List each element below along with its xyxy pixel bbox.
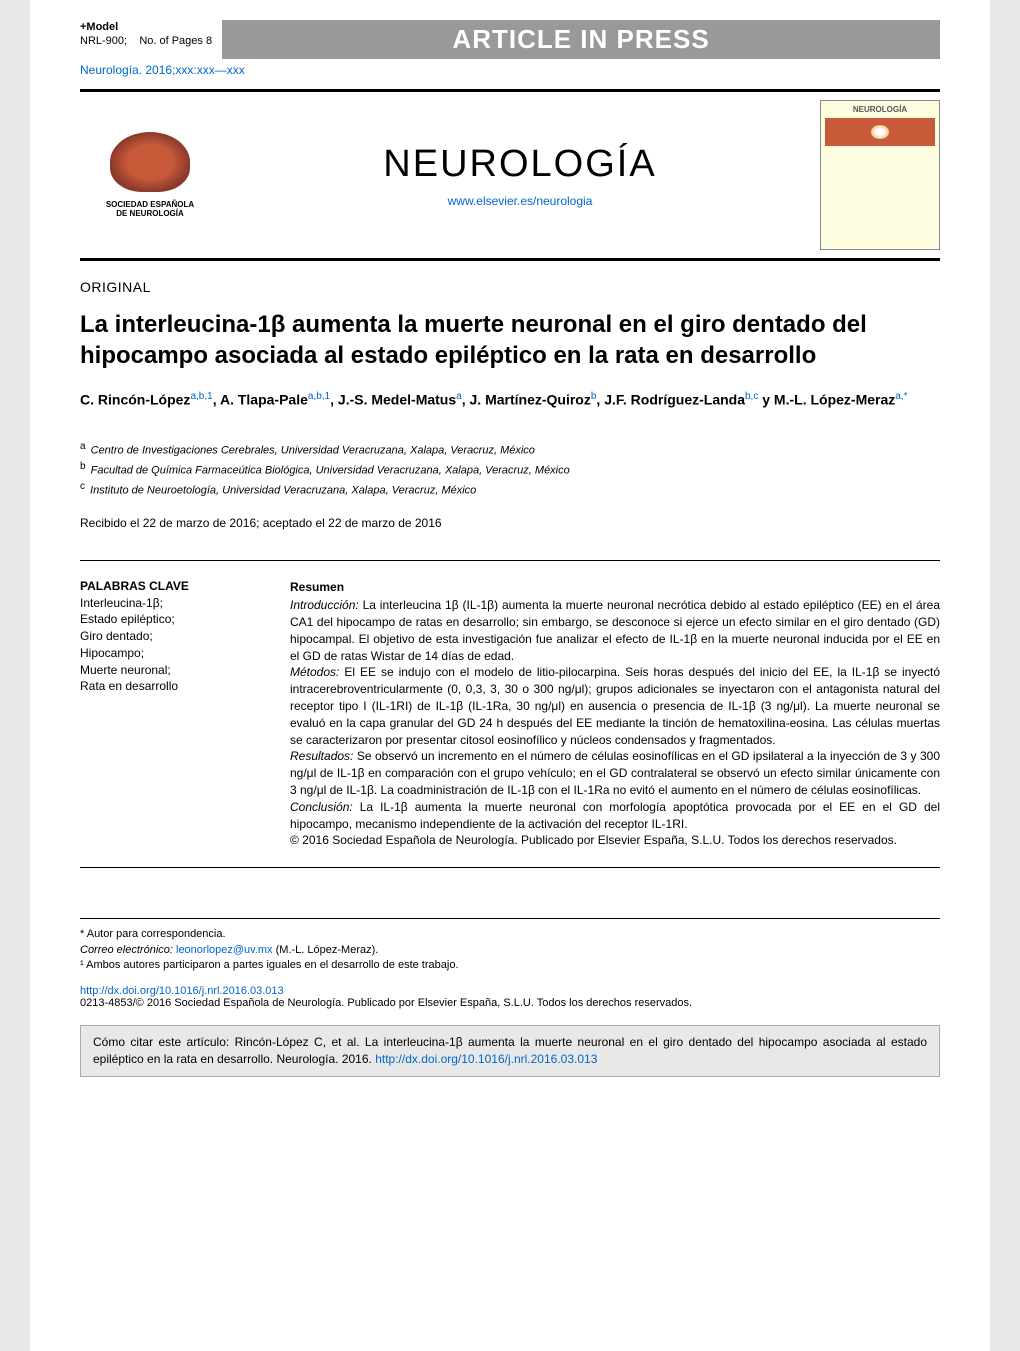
author-sup: a,b,1 [308, 391, 330, 402]
keyword-item: Estado epiléptico; [80, 611, 260, 628]
abstract-copyright: © 2016 Sociedad Española de Neurología. … [290, 832, 940, 849]
cover-title: NEUROLOGÍA [825, 105, 935, 114]
top-header: +Model NRL-900; No. of Pages 8 ARTICLE I… [80, 20, 940, 59]
keywords-block: PALABRAS CLAVE Interleucina-1β;Estado ep… [80, 579, 260, 850]
keyword-item: Muerte neuronal; [80, 662, 260, 679]
methods-text: El EE se indujo con el modelo de litio-p… [290, 665, 940, 746]
email-label: Correo electrónico: [80, 944, 173, 956]
cover-brain-icon [871, 125, 889, 139]
email-address[interactable]: leonorlopez@uv.mx [176, 944, 273, 956]
journal-title-block: NEUROLOGÍA www.elsevier.es/neurologia [250, 143, 790, 208]
copyright-bottom: 0213-4853/© 2016 Sociedad Española de Ne… [80, 997, 940, 1009]
article-title: La interleucina-1β aumenta la muerte neu… [80, 309, 940, 371]
keyword-item: Rata en desarrollo [80, 678, 260, 695]
society-logo: SOCIEDAD ESPAÑOLA DE NEUROLOGÍA [80, 115, 220, 235]
journal-header: SOCIEDAD ESPAÑOLA DE NEUROLOGÍA NEUROLOG… [80, 89, 940, 261]
abstract-intro: Introducción: La interleucina 1β (IL-1β)… [290, 597, 940, 664]
keyword-item: Interleucina-1β; [80, 595, 260, 612]
intro-text: La interleucina 1β (IL-1β) aumenta la mu… [290, 598, 940, 662]
author-sup: a,b,1 [190, 391, 212, 402]
author-name: A. Tlapa-Pale [220, 392, 308, 408]
footnotes: * Autor para correspondencia. Correo ele… [80, 918, 940, 973]
keyword-item: Hipocampo; [80, 645, 260, 662]
abstract-results: Resultados: Se observó un incremento en … [290, 748, 940, 798]
author-name: J.-S. Medel-Matus [338, 392, 456, 408]
doi-link[interactable]: http://dx.doi.org/10.1016/j.nrl.2016.03.… [80, 985, 940, 997]
conclusion-text: La IL-1β aumenta la muerte neuronal con … [290, 800, 940, 831]
abstract-container: PALABRAS CLAVE Interleucina-1β;Estado ep… [80, 560, 940, 869]
email-line: Correo electrónico: leonorlopez@uv.mx (M… [80, 943, 940, 958]
abstract-heading: Resumen [290, 579, 940, 596]
model-label: +Model [80, 21, 118, 33]
journal-cover: NEUROLOGÍA [820, 100, 940, 250]
methods-label: Métodos: [290, 665, 339, 679]
abstract-methods: Métodos: El EE se indujo con el modelo d… [290, 664, 940, 748]
email-author: (M.-L. López-Meraz). [276, 944, 379, 956]
footnote-1: ¹ Ambos autores participaron a partes ig… [80, 958, 940, 973]
abstract-block: Resumen Introducción: La interleucina 1β… [290, 579, 940, 850]
article-in-press-banner: ARTICLE IN PRESS [222, 20, 940, 59]
results-label: Resultados: [290, 749, 353, 763]
keyword-item: Giro dentado; [80, 628, 260, 645]
cover-band [825, 118, 935, 146]
model-info: +Model NRL-900; No. of Pages 8 [80, 20, 212, 49]
abstract-conclusion: Conclusión: La IL-1β aumenta la muerte n… [290, 799, 940, 833]
keywords-list: Interleucina-1β;Estado epiléptico;Giro d… [80, 595, 260, 696]
affiliation: c Instituto de Neuroetología, Universida… [80, 479, 940, 499]
corr-label: * Autor para correspondencia. [80, 927, 940, 942]
results-text: Se observó un incremento en el número de… [290, 749, 940, 797]
author-name: M.-L. López-Meraz [774, 392, 895, 408]
affiliation: b Facultad de Química Farmaceútica Bioló… [80, 459, 940, 479]
cite-doi[interactable]: http://dx.doi.org/10.1016/j.nrl.2016.03.… [375, 1052, 597, 1066]
affiliations: a Centro de Investigaciones Cerebrales, … [80, 439, 940, 499]
journal-link[interactable]: www.elsevier.es/neurologia [250, 194, 790, 208]
author-name: J. Martínez-Quiroz [470, 392, 591, 408]
keywords-heading: PALABRAS CLAVE [80, 579, 260, 593]
pages-label: No. of Pages 8 [139, 35, 212, 47]
author-sup: a,* [895, 391, 907, 402]
author-name: J.F. Rodríguez-Landa [604, 392, 745, 408]
citation-line[interactable]: Neurología. 2016;xxx:xxx—xxx [80, 63, 940, 77]
authors: C. Rincón-Lópeza,b,1, A. Tlapa-Palea,b,1… [80, 389, 940, 411]
affiliation: a Centro de Investigaciones Cerebrales, … [80, 439, 940, 459]
author-sup: b,c [745, 391, 758, 402]
journal-title: NEUROLOGÍA [250, 143, 790, 186]
society-name-1: SOCIEDAD ESPAÑOLA [106, 200, 194, 209]
ref-code: NRL-900; [80, 35, 127, 47]
page: +Model NRL-900; No. of Pages 8 ARTICLE I… [30, 0, 990, 1351]
society-name-2: DE NEUROLOGÍA [116, 209, 184, 218]
author-name: C. Rincón-López [80, 392, 190, 408]
cite-box: Cómo citar este artículo: Rincón-López C… [80, 1025, 940, 1077]
section-label: ORIGINAL [80, 279, 940, 295]
brain-icon [110, 132, 190, 192]
intro-label: Introducción: [290, 598, 359, 612]
dates: Recibido el 22 de marzo de 2016; aceptad… [80, 516, 940, 530]
conclusion-label: Conclusión: [290, 800, 353, 814]
